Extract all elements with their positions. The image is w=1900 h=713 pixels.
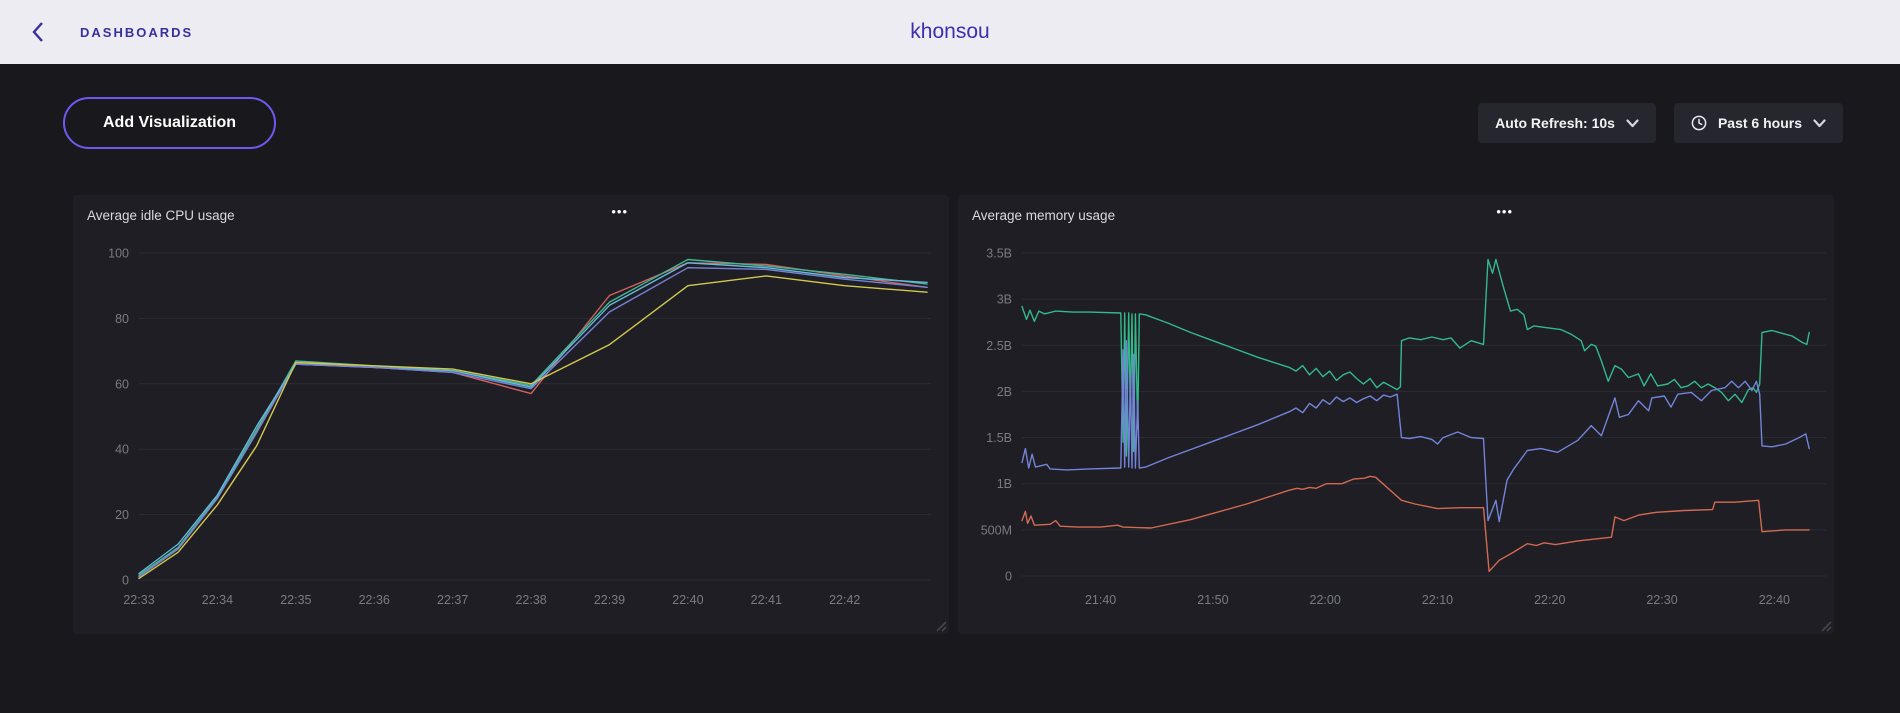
- y-tick-label: 500M: [981, 523, 1012, 537]
- y-tick-label: 100: [108, 247, 129, 261]
- x-tick-label: 22:38: [515, 593, 546, 607]
- y-tick-label: 20: [115, 508, 129, 522]
- x-tick-label: 22:41: [751, 593, 782, 607]
- panel-avg-idle-cpu: Average idle CPU usage ••• 0 20 40 60 80 100 2…: [73, 195, 949, 634]
- series-mem-green: [1021, 258, 1810, 457]
- panel-resize-grip[interactable]: [933, 618, 947, 632]
- x-tick-label: 22:35: [280, 593, 311, 607]
- panel-title: Average idle CPU usage: [87, 208, 235, 223]
- y-tick-label: 80: [115, 312, 129, 326]
- panel-avg-memory: Average memory usage ••• 0 500M 1B 1.5B 2B 2.…: [958, 195, 1834, 634]
- page-title: khonsou: [910, 20, 990, 43]
- chevron-down-icon: [1813, 118, 1826, 127]
- dashboard-toolbar: Add Visualization Auto Refresh: 10s Past…: [63, 97, 1843, 149]
- panel-options-icon[interactable]: •••: [611, 204, 629, 219]
- x-tick-label: 22:34: [202, 593, 233, 607]
- time-range-label: Past 6 hours: [1717, 115, 1802, 131]
- y-tick-label: 60: [115, 377, 129, 391]
- time-range-dropdown[interactable]: Past 6 hours: [1673, 103, 1843, 143]
- x-tick-label: 22:20: [1534, 593, 1565, 607]
- panel-resize-grip[interactable]: [1818, 618, 1832, 632]
- y-tick-label: 0: [1005, 570, 1012, 584]
- panel-title: Average memory usage: [972, 208, 1116, 223]
- x-tick-label: 22:42: [829, 593, 860, 607]
- x-tick-label: 22:39: [594, 593, 625, 607]
- panel-options-icon[interactable]: •••: [1496, 204, 1514, 219]
- top-header-bar: DASHBOARDS khonsou: [0, 0, 1900, 64]
- add-visualization-button[interactable]: Add Visualization: [63, 97, 277, 149]
- x-tick-label: 22:10: [1422, 593, 1453, 607]
- series-cpu-yellow: [138, 275, 928, 580]
- panel-header: Average memory usage: [958, 195, 1834, 227]
- y-tick-label: 1B: [997, 477, 1012, 491]
- x-tick-label: 22:36: [359, 593, 390, 607]
- x-tick-label: 22:40: [672, 593, 703, 607]
- dashboard-grid: Average idle CPU usage ••• 0 20 40 60 80 100 2…: [73, 195, 1834, 634]
- memory-usage-chart[interactable]: 0 500M 1B 1.5B 2B 2.5B 3B 3.5B 21:40 21:50 22:00 22…: [958, 227, 1834, 613]
- auto-refresh-dropdown[interactable]: Auto Refresh: 10s: [1478, 103, 1656, 143]
- breadcrumb-dashboards[interactable]: DASHBOARDS: [80, 24, 194, 40]
- chevron-down-icon: [1626, 118, 1639, 127]
- panel-header: Average idle CPU usage: [73, 195, 949, 227]
- chevron-left-icon: [32, 22, 43, 42]
- y-tick-label: 0: [122, 574, 129, 588]
- x-tick-label: 22:00: [1310, 593, 1341, 607]
- y-tick-label: 1.5B: [986, 431, 1012, 445]
- auto-refresh-label: Auto Refresh: 10s: [1495, 115, 1615, 131]
- clock-icon: [1691, 115, 1707, 131]
- y-tick-label: 40: [115, 443, 129, 457]
- x-tick-label: 21:40: [1085, 593, 1116, 607]
- y-tick-label: 3.5B: [986, 247, 1012, 261]
- y-tick-label: 2B: [997, 385, 1012, 399]
- x-tick-label: 22:33: [123, 593, 154, 607]
- series-cpu-cyan: [138, 262, 928, 575]
- y-tick-label: 3B: [997, 293, 1012, 307]
- back-button[interactable]: [30, 21, 46, 43]
- y-tick-label: 2.5B: [986, 339, 1012, 353]
- x-tick-label: 22:40: [1759, 593, 1790, 607]
- x-tick-label: 22:30: [1646, 593, 1677, 607]
- series-mem-blue: [1021, 339, 1810, 523]
- series-cpu-periwinkle: [138, 267, 928, 578]
- x-tick-label: 21:50: [1197, 593, 1228, 607]
- series-cpu-red: [138, 262, 928, 578]
- series-cpu-green: [138, 258, 928, 576]
- series-mem-red: [1021, 475, 1810, 573]
- x-tick-label: 22:37: [437, 593, 468, 607]
- cpu-usage-chart[interactable]: 0 20 40 60 80 100 22:33 22:34 22:35 22:36 22:37 22:…: [73, 227, 949, 613]
